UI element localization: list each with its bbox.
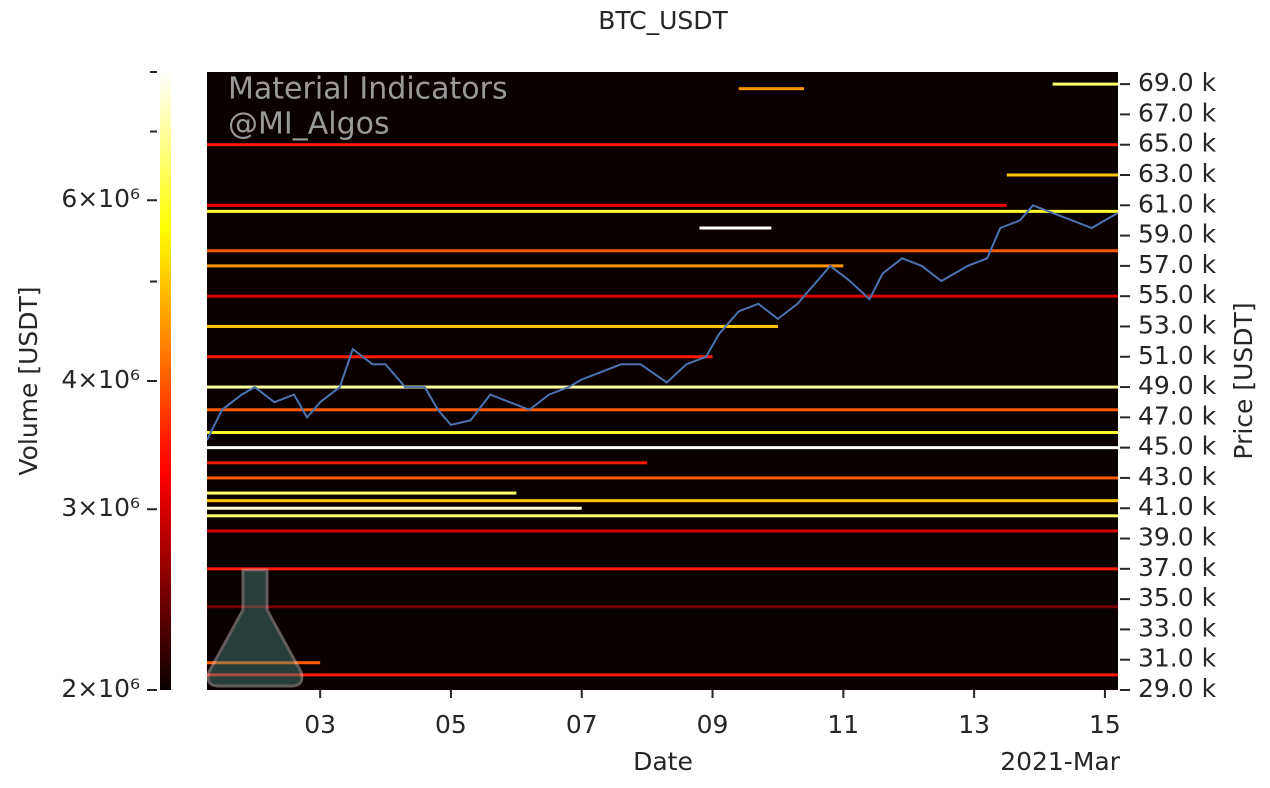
volume-band [207, 673, 1118, 677]
y-tick-label: 47.0 k [1138, 401, 1217, 430]
y-tick-label: 45.0 k [1138, 432, 1217, 461]
volume-band [207, 529, 1118, 533]
y-tick-label: 49.0 k [1138, 371, 1217, 400]
volume-band [207, 355, 713, 359]
volume-band [207, 264, 844, 268]
y-tick-label: 67.0 k [1138, 98, 1217, 127]
x-tick-label: 09 [697, 710, 729, 739]
y-tick-label: 41.0 k [1138, 492, 1217, 521]
y-tick-label: 53.0 k [1138, 310, 1217, 339]
volume-band [1006, 173, 1118, 177]
volume-band [207, 567, 1118, 571]
y-tick-label: 43.0 k [1138, 462, 1217, 491]
volume-band [207, 143, 1118, 147]
y-tick-label: 55.0 k [1138, 280, 1217, 309]
colorbar-tick-label: 6×10⁶ [61, 184, 140, 213]
volume-band [699, 226, 772, 230]
volume-band [207, 294, 1118, 298]
price-line [207, 204, 1118, 441]
volume-band [207, 506, 582, 510]
volume-band [1052, 82, 1118, 86]
y-tick-label: 33.0 k [1138, 613, 1217, 642]
volume-band [207, 491, 517, 495]
colorbar-tick-label: 2×10⁶ [61, 674, 140, 703]
volume-band [207, 408, 1118, 412]
plot-background [207, 72, 1118, 690]
volume-band [207, 203, 1007, 207]
volume-band [207, 249, 1118, 253]
y-tick-label: 35.0 k [1138, 583, 1217, 612]
x-tick-label: 13 [958, 710, 990, 739]
y-tick-label: 59.0 k [1138, 220, 1217, 249]
watermark: @MI_Algos [228, 107, 390, 142]
x-axis-label: Date [633, 747, 693, 776]
logo [206, 568, 304, 688]
y-tick-label: 57.0 k [1138, 250, 1217, 279]
chart-title: BTC_USDT [598, 6, 728, 35]
volume-band [207, 385, 1118, 389]
x-tick-label: 15 [1089, 710, 1121, 739]
volume-band [207, 514, 1118, 518]
y-axis-label: Price [USDT] [1229, 302, 1258, 459]
colorbar-tick-label: 3×10⁶ [61, 493, 140, 522]
x-tick-label: 07 [566, 710, 598, 739]
volume-band [207, 446, 1118, 450]
y-tick-label: 39.0 k [1138, 523, 1217, 552]
y-tick-label: 37.0 k [1138, 553, 1217, 582]
colorbar [160, 72, 171, 690]
y-tick-label: 29.0 k [1138, 674, 1217, 703]
volume-band [207, 476, 1118, 480]
colorbar-label: Volume [USDT] [14, 286, 43, 475]
x-tick-label: 11 [827, 710, 859, 739]
volume-band [207, 499, 1118, 503]
plot-area [207, 82, 1118, 677]
y-tick-label: 51.0 k [1138, 341, 1217, 370]
volume-band [738, 87, 805, 91]
watermark: Material Indicators [228, 72, 508, 107]
x-tick-label: 03 [304, 710, 336, 739]
volume-band [207, 661, 321, 665]
x-offset-label: 2021-Mar [1000, 747, 1121, 776]
y-tick-label: 69.0 k [1138, 68, 1217, 97]
volume-band [207, 605, 1118, 609]
volume-band [207, 324, 778, 328]
y-tick-label: 63.0 k [1138, 159, 1217, 188]
volume-band [207, 461, 648, 465]
y-tick-label: 61.0 k [1138, 189, 1217, 218]
volume-band [207, 209, 1118, 213]
volume-band [207, 431, 1118, 434]
y-tick-label: 31.0 k [1138, 644, 1217, 673]
colorbar-tick-label: 4×10⁶ [61, 365, 140, 394]
y-tick-label: 65.0 k [1138, 129, 1217, 158]
x-tick-label: 05 [435, 710, 467, 739]
